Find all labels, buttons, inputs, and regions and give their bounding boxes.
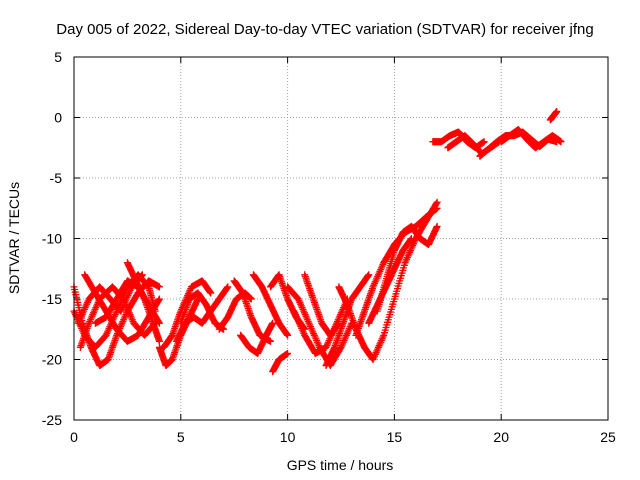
x-tick-label: 0 [70, 429, 78, 445]
data-point [433, 198, 441, 206]
x-tick-label: 5 [177, 429, 185, 445]
data-point [284, 349, 292, 357]
data-point [553, 107, 561, 115]
data-point [557, 138, 565, 146]
series-arc-b1 [123, 259, 163, 345]
x-tick-label: 25 [600, 429, 616, 445]
x-axis-label: GPS time / hours [287, 457, 394, 473]
series-arc-b8 [230, 277, 275, 345]
series-arc-c10 [373, 222, 441, 315]
y-axis-label: SDTVAR / TECUs [6, 182, 22, 294]
chart-title: Day 005 of 2022, Sidereal Day-to-day VTE… [56, 21, 593, 38]
data-point [433, 204, 441, 212]
data-point [155, 283, 163, 291]
data-point [155, 318, 163, 326]
data-point [207, 289, 215, 297]
data-point [267, 337, 275, 345]
series-arc-a5 [74, 271, 146, 327]
y-tick-label: -10 [42, 231, 62, 247]
data-point [433, 222, 441, 230]
x-tick-label: 15 [387, 429, 403, 445]
series-arc-c11 [365, 235, 415, 327]
series-arc-c1 [249, 271, 292, 339]
data-point [155, 337, 163, 345]
series-arc-c4 [284, 283, 356, 370]
y-tick-label: -5 [50, 170, 63, 186]
data-point [247, 295, 255, 303]
series-arc-d4 [497, 126, 565, 152]
data-points [70, 107, 565, 376]
data-point [155, 296, 163, 304]
x-tick-label: 20 [493, 429, 509, 445]
data-point [224, 283, 232, 291]
series-arc-b3 [160, 277, 215, 351]
series-arc-c6 [301, 271, 343, 339]
data-point [155, 295, 163, 303]
data-point [407, 235, 415, 242]
y-tick-label: -15 [42, 291, 62, 307]
y-tick-label: -25 [42, 412, 62, 428]
series-arc-c3 [269, 349, 292, 376]
data-point [336, 345, 344, 353]
y-tick-label: 5 [54, 49, 62, 65]
data-point [365, 271, 373, 279]
y-tick-label: 0 [54, 110, 62, 126]
axis-ticks: 0 5 10 15 20 25 5 0 -5 -10 -15 -20 -25 [42, 49, 616, 445]
data-point [138, 271, 146, 279]
data-point [138, 272, 146, 280]
y-tick-label: -20 [42, 352, 62, 368]
data-point [480, 138, 488, 146]
x-tick-label: 10 [280, 429, 296, 445]
data-point [155, 319, 163, 327]
series-arc-b5 [177, 289, 228, 333]
grid [74, 57, 608, 420]
series-arc-c7 [322, 271, 373, 370]
series-arc-d5 [546, 107, 561, 124]
data-point [269, 319, 277, 327]
data-point [284, 331, 292, 339]
plot-frame [73, 56, 609, 421]
